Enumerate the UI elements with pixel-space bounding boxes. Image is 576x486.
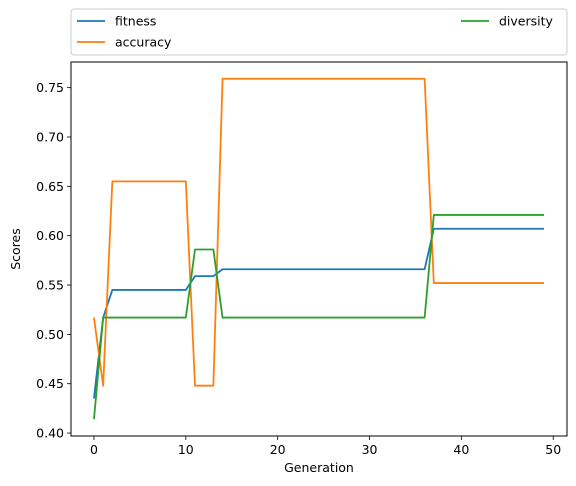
y-tick-label: 0.40 bbox=[36, 426, 64, 441]
y-tick-label: 0.45 bbox=[36, 376, 64, 391]
x-tick-label: 20 bbox=[270, 442, 286, 457]
plot-frame bbox=[70, 61, 568, 437]
x-tick-label: 30 bbox=[362, 442, 378, 457]
x-tick-label: 10 bbox=[178, 442, 194, 457]
y-tick-label: 0.75 bbox=[36, 80, 64, 95]
series-line-accuracy bbox=[93, 77, 545, 387]
x-tick-label: 40 bbox=[453, 442, 469, 457]
series-line-fitness bbox=[93, 227, 545, 399]
y-tick-label: 0.60 bbox=[36, 228, 64, 243]
x-tick-label: 0 bbox=[90, 442, 98, 457]
y-tick-label: 0.65 bbox=[36, 179, 64, 194]
y-tick-label: 0.55 bbox=[36, 278, 64, 293]
y-axis-label: Scores bbox=[8, 228, 23, 270]
legend-label-accuracy: accuracy bbox=[115, 35, 172, 50]
legend-label-fitness: fitness bbox=[115, 14, 156, 29]
x-tick-label: 50 bbox=[545, 442, 561, 457]
legend-label-diversity: diversity bbox=[499, 14, 554, 29]
y-tick-label: 0.50 bbox=[36, 327, 64, 342]
series-line-diversity bbox=[93, 214, 545, 420]
legend: fitness accuracy diversity bbox=[70, 8, 568, 56]
x-axis-label: Generation bbox=[284, 460, 354, 475]
y-tick-label: 0.70 bbox=[36, 129, 64, 144]
legend-box bbox=[70, 8, 568, 56]
